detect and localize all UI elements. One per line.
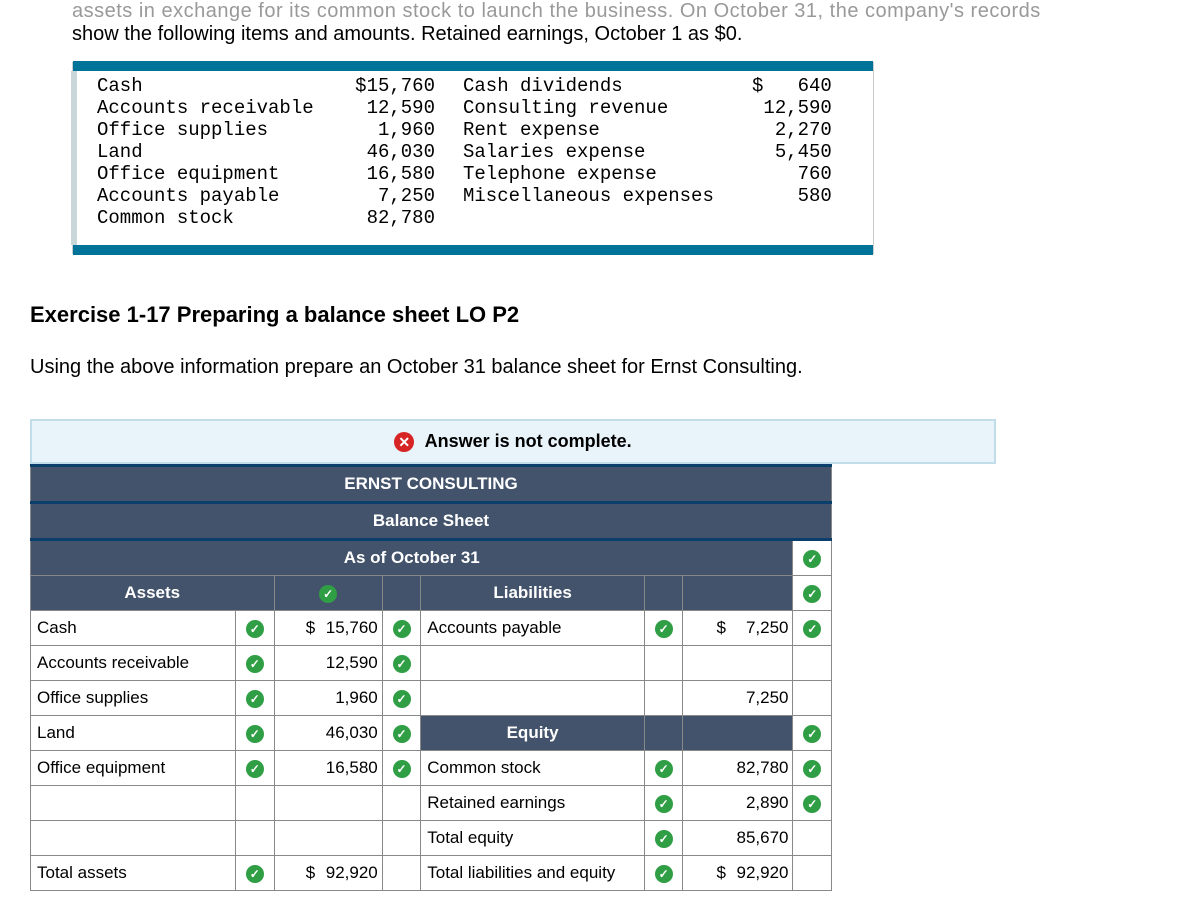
ledger-amount: 12,590	[742, 97, 832, 119]
exercise-title: Exercise 1-17 Preparing a balance sheet …	[0, 254, 1200, 328]
ledger-columns: CashAccounts receivableOffice suppliesLa…	[97, 75, 849, 229]
asset-amount[interactable]: 12,590	[274, 646, 382, 681]
liab-amount[interactable]: $7,250	[683, 611, 793, 646]
asset-amount[interactable]: $15,760	[274, 611, 382, 646]
bs-title: Balance Sheet	[31, 503, 832, 540]
ledger-label: Accounts receivable	[97, 97, 317, 119]
ledger-label: Common stock	[97, 207, 317, 229]
asof-check: ✓	[793, 540, 832, 576]
answer-status-bar: ✕ Answer is not complete.	[30, 419, 996, 464]
ledger-amount: 2,270	[742, 119, 832, 141]
total-equity-amount: 85,670	[683, 821, 793, 856]
ledger-label: Cash	[97, 75, 317, 97]
ledger-label: Telephone expense	[463, 163, 714, 185]
total-equity-label: Total equity	[421, 821, 645, 856]
liab-header-chk: ✓	[793, 576, 832, 611]
ledger-amount: 5,450	[742, 141, 832, 163]
scroll-hint-left	[71, 71, 77, 245]
bs-company: ERNST CONSULTING	[31, 466, 832, 503]
scroll-hint-bottom	[76, 247, 870, 255]
asset-amount[interactable]: 46,030	[274, 716, 382, 751]
balance-sheet-table: ERNST CONSULTING Balance Sheet As of Oct…	[30, 464, 832, 891]
liab-label[interactable]: Accounts payable	[421, 611, 645, 646]
total-le-label: Total liabilities and equity	[421, 856, 645, 891]
ledger-amount: $15,760	[345, 75, 435, 97]
ledger-label: Rent expense	[463, 119, 714, 141]
equity-label[interactable]: Retained earnings	[421, 786, 645, 821]
equity-header-chk: ✓	[793, 716, 832, 751]
ledger-label: Land	[97, 141, 317, 163]
equity-amount[interactable]: 82,780	[683, 751, 793, 786]
ledger-amount: 12,590	[345, 97, 435, 119]
answer-status-text: Answer is not complete.	[425, 431, 632, 451]
equity-amount[interactable]: 2,890	[683, 786, 793, 821]
ledger-label: Salaries expense	[463, 141, 714, 163]
ledger-amount: 1,960	[345, 119, 435, 141]
asset-label[interactable]: Cash	[31, 611, 236, 646]
ledger-label: Accounts payable	[97, 185, 317, 207]
asset-label[interactable]: Land	[31, 716, 236, 751]
ledger-amount: 7,250	[345, 185, 435, 207]
liab-total: 7,250	[683, 681, 793, 716]
problem-stem: assets in exchange for its common stock …	[0, 0, 1200, 54]
ledger-amount: 16,580	[345, 163, 435, 185]
ledger-label: Cash dividends	[463, 75, 714, 97]
asset-label[interactable]: Office equipment	[31, 751, 236, 786]
ledger-label: Office supplies	[97, 119, 317, 141]
ledger-amount: 82,780	[345, 207, 435, 229]
ledger-amount: 46,030	[345, 141, 435, 163]
assets-header-chk: ✓	[274, 576, 382, 611]
ledger-amount: $ 640	[742, 75, 832, 97]
asset-label[interactable]: Office supplies	[31, 681, 236, 716]
equity-label[interactable]: Common stock	[421, 751, 645, 786]
bs-asof: As of October 31	[31, 540, 793, 576]
total-assets-amount: $92,920	[274, 856, 382, 891]
ledger-amount: 760	[742, 163, 832, 185]
assets-header: Assets	[31, 576, 275, 611]
ledger-box: CashAccounts receivableOffice suppliesLa…	[72, 62, 874, 254]
cutoff-text: assets in exchange for its common stock …	[72, 0, 1041, 22]
total-le-amount: $92,920	[683, 856, 793, 891]
ledger-label: Miscellaneous expenses	[463, 185, 714, 207]
ledger-label: Office equipment	[97, 163, 317, 185]
ledger-label: Consulting revenue	[463, 97, 714, 119]
exercise-body: Using the above information prepare an O…	[0, 328, 1200, 379]
asset-amount[interactable]: 1,960	[274, 681, 382, 716]
ledger-amount: 580	[742, 185, 832, 207]
asset-label[interactable]: Accounts receivable	[31, 646, 236, 681]
total-assets-label: Total assets	[31, 856, 236, 891]
asset-amount[interactable]: 16,580	[274, 751, 382, 786]
liab-header: Liabilities	[421, 576, 645, 611]
equity-header: Equity	[421, 716, 645, 751]
x-icon: ✕	[394, 432, 414, 452]
